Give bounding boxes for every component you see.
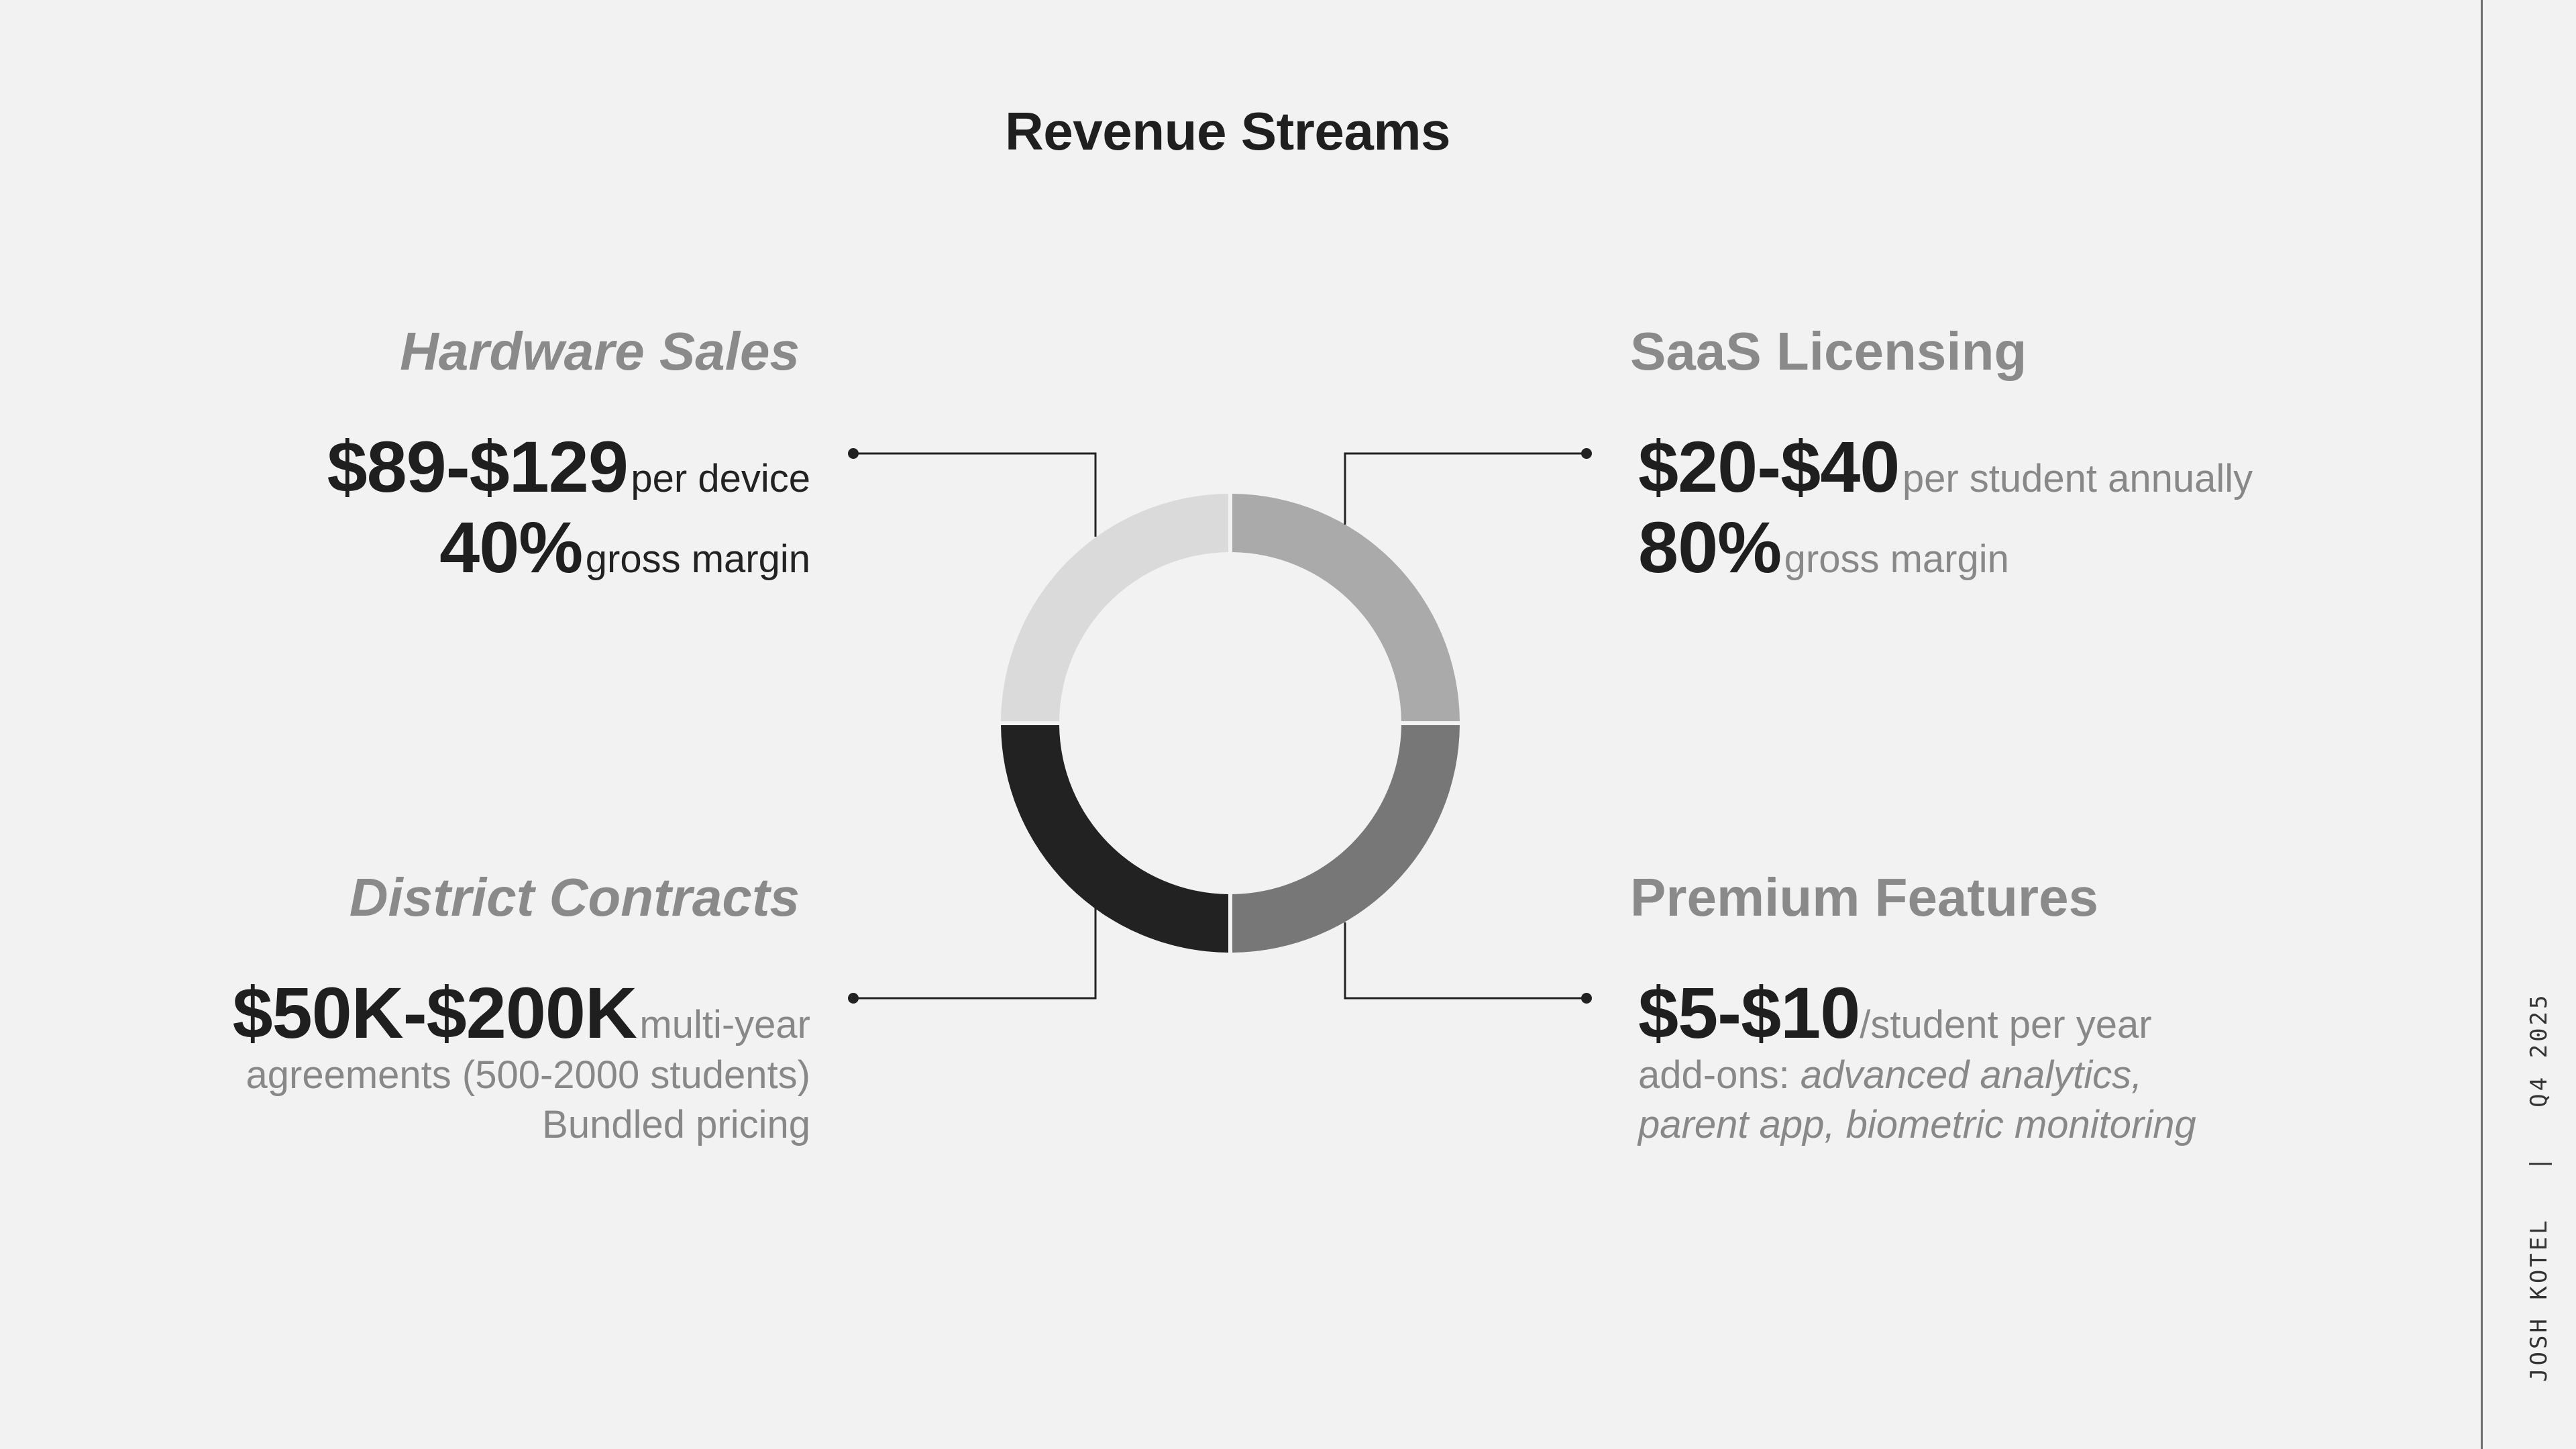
connector-dot-premium	[1581, 993, 1592, 1004]
district-heading: District Contracts	[349, 867, 800, 927]
saas-heading: SaaS Licensing	[1630, 321, 2027, 381]
district-line-2: agreements (500-2000 students)	[246, 1053, 810, 1097]
hardware-margin-note: gross margin	[585, 537, 810, 581]
hardware-margin: 40%	[439, 506, 583, 588]
hardware-price-note: per device	[631, 457, 810, 500]
district-price-note: multi-year	[639, 1003, 810, 1046]
hardware-details: $89-$129 per device 40% gross margin	[327, 431, 810, 584]
saas-details: $20-$40 per student annually 80% gross m…	[1638, 431, 2253, 584]
premium-heading: Premium Features	[1630, 867, 2099, 927]
saas-price-note: per student annually	[1902, 457, 2253, 500]
connector-saas	[1344, 452, 1587, 525]
sidebar-divider	[2481, 0, 2483, 1449]
connector-district	[853, 906, 1097, 1000]
district-details: $50K-$200K multi-year agreements (500-20…	[233, 977, 810, 1150]
premium-details: $5-$10/student per year add-ons: advance…	[1638, 977, 2196, 1150]
donut-segment-hardware	[1001, 494, 1229, 722]
connector-dot-saas	[1581, 448, 1592, 459]
connector-lines	[853, 452, 1587, 1000]
premium-addons-label: add-ons:	[1638, 1053, 1790, 1097]
donut-segment-premium	[1232, 724, 1460, 953]
saas-margin-note: gross margin	[1784, 537, 2009, 581]
premium-addons-items-2: parent app, biometric monitoring	[1638, 1103, 2196, 1146]
connector-hardware	[853, 452, 1097, 537]
premium-price: $5-$10	[1638, 972, 1860, 1053]
footer-separator: |	[2526, 1154, 2553, 1171]
donut-segment-saas	[1232, 494, 1460, 722]
footer-author: JOSH KOTEL	[2526, 1218, 2553, 1382]
district-line-3: Bundled pricing	[542, 1103, 810, 1146]
premium-price-note: /student per year	[1860, 1003, 2152, 1046]
footer-period: Q4 2025	[2526, 992, 2553, 1108]
donut-chart	[1001, 494, 1460, 953]
footer-vertical-text: JOSH KOTEL | Q4 2025	[2526, 993, 2553, 1382]
donut-segment-district	[1001, 724, 1229, 953]
connector-dot-hardware	[848, 448, 859, 459]
premium-addons-items-1: advanced analytics,	[1800, 1053, 2143, 1097]
district-price: $50K-$200K	[232, 972, 637, 1053]
hardware-heading: Hardware Sales	[400, 321, 800, 381]
saas-price: $20-$40	[1638, 426, 1900, 507]
connector-premium	[1344, 922, 1587, 1000]
hardware-price: $89-$129	[327, 426, 629, 507]
connector-dot-district	[848, 993, 859, 1004]
page-title: Revenue Streams	[1005, 101, 1450, 161]
saas-margin: 80%	[1638, 506, 1782, 588]
revenue-donut-diagram	[848, 448, 1592, 1004]
